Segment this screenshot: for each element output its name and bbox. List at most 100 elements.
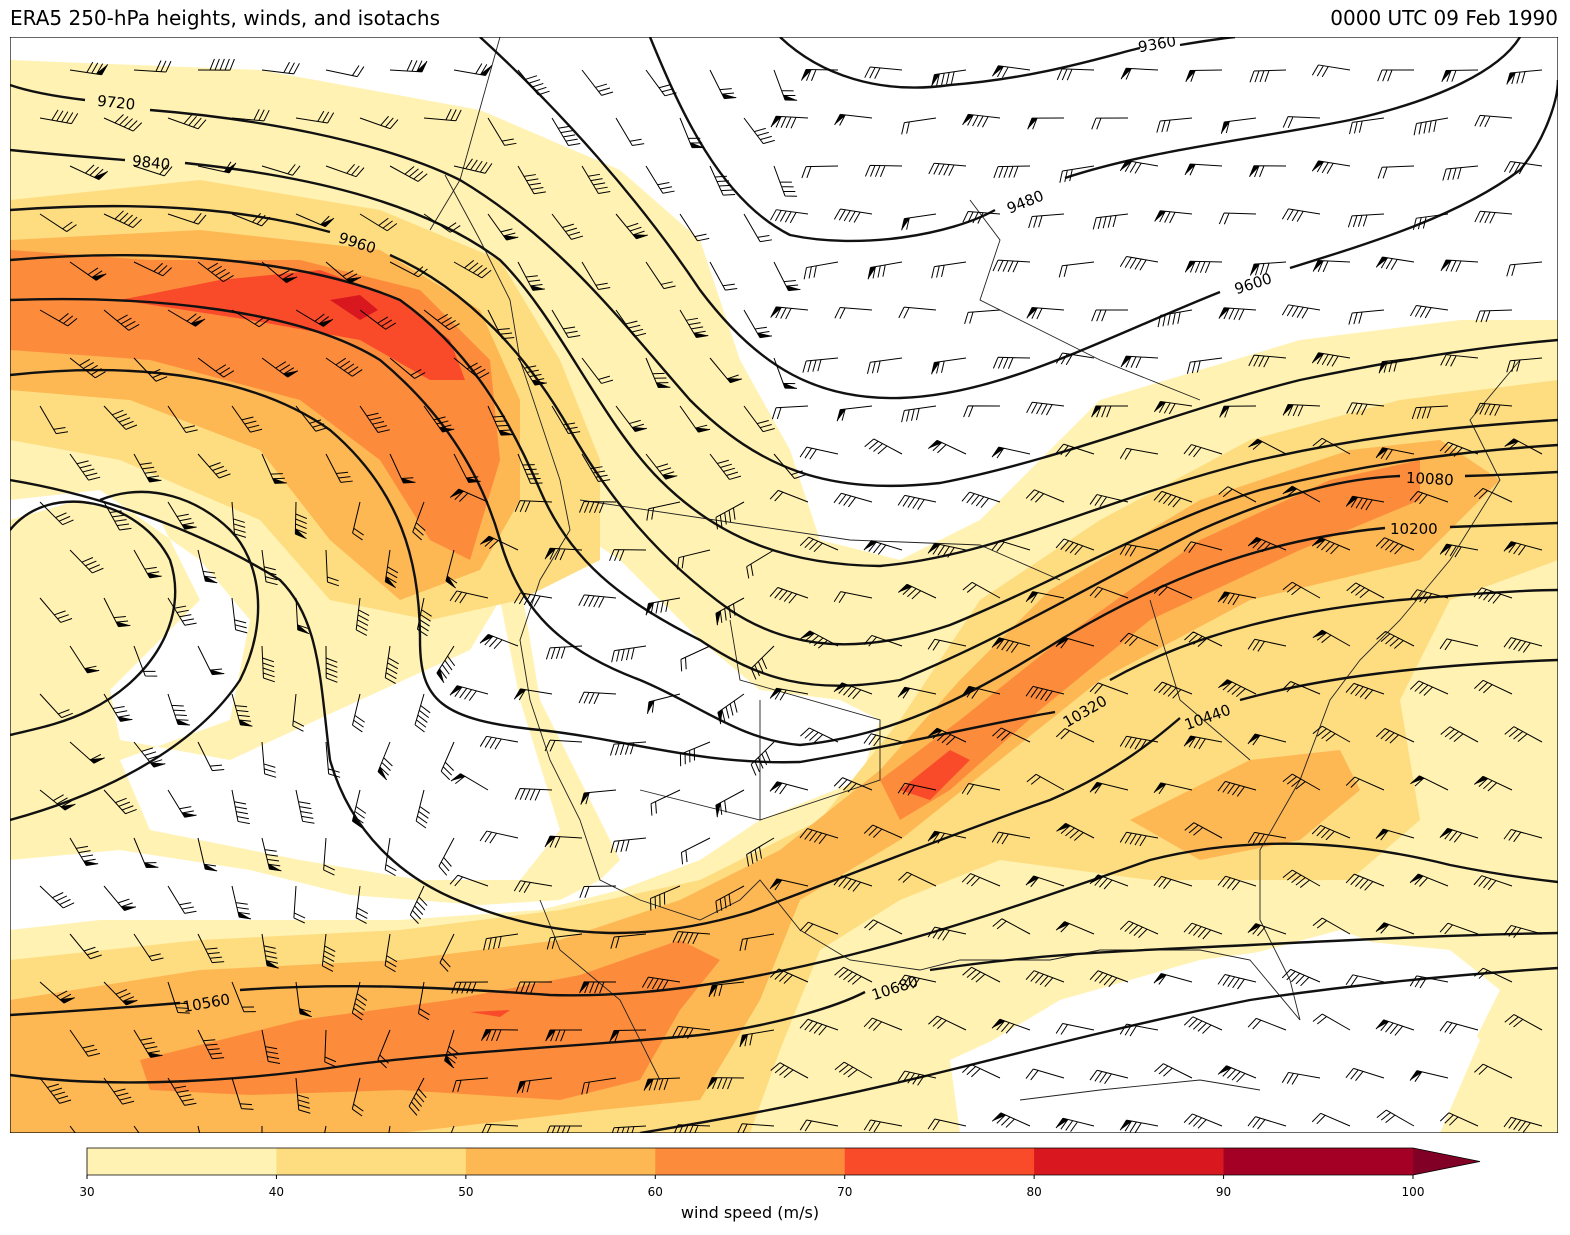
wind-barb (1311, 160, 1351, 174)
isotach-60b (140, 940, 720, 1100)
wind-barb (325, 261, 362, 284)
wind-barb (487, 309, 515, 340)
wind-barb (928, 727, 967, 746)
wind-barb (991, 637, 1031, 653)
wind-barb (1025, 875, 1065, 888)
wind-barb (1055, 352, 1095, 366)
wind-barb (103, 309, 140, 331)
wind-barb (351, 693, 365, 733)
wind-barb (417, 981, 430, 1021)
wind-barb (801, 165, 839, 179)
wind-barb (1026, 401, 1065, 416)
wind-barb (799, 1018, 839, 1036)
wind-barb (1247, 831, 1287, 845)
wind-barb (483, 933, 519, 951)
wind-barb (1249, 165, 1287, 178)
wind-barb (1025, 591, 1065, 604)
wind-barb (610, 837, 647, 853)
wind-barb (408, 1077, 427, 1116)
wind-barb (438, 837, 455, 876)
wind-barb (133, 645, 158, 677)
wind-barb (453, 453, 481, 483)
wind-barb (1282, 869, 1321, 888)
wind-barb (412, 501, 426, 541)
wind-barb (897, 782, 937, 796)
wind-barb (324, 1125, 327, 1133)
wind-barb (1474, 967, 1513, 983)
wind-barb (377, 741, 393, 781)
wind-barb (707, 1077, 745, 1090)
wind-barb (645, 453, 678, 480)
wind-barb (261, 933, 279, 969)
wind-barb (1281, 304, 1321, 319)
wind-barb (325, 549, 340, 587)
wind-barbs (39, 58, 1543, 1133)
wind-barb (1092, 213, 1129, 230)
wind-barb (1474, 775, 1513, 792)
wind-barb (324, 1029, 337, 1068)
wind-barb (481, 1029, 519, 1042)
wind-barb (1376, 1109, 1415, 1127)
colorbar-segment (844, 1148, 1035, 1175)
wind-barb (325, 357, 363, 377)
wind-barb (384, 933, 398, 973)
wind-barb (672, 931, 711, 945)
valid-time: 0000 UTC 09 Feb 1990 (1330, 6, 1558, 30)
wind-barb (898, 583, 937, 600)
wind-barb (1410, 775, 1449, 791)
wind-barb (1375, 537, 1415, 555)
wind-barb (1506, 357, 1543, 373)
wind-barb (261, 645, 275, 683)
wind-barb (1153, 400, 1193, 415)
wind-barb (991, 1018, 1031, 1034)
wind-barb (1055, 728, 1095, 743)
wind-barb (1506, 261, 1543, 277)
wind-barb (1186, 357, 1223, 374)
wind-barb (1153, 782, 1193, 795)
wind-barb (1119, 831, 1159, 847)
wind-barb (231, 405, 263, 433)
wind-barb (615, 213, 648, 240)
wind-barb (1378, 357, 1415, 374)
wind-barb (1025, 970, 1065, 988)
wind-barb (444, 1029, 459, 1069)
wind-barb (295, 981, 312, 1018)
isotach-70b (470, 750, 970, 1017)
wind-barb (1473, 587, 1513, 604)
wind-barb (672, 1025, 711, 1039)
wind-barb (580, 789, 617, 805)
wind-barb (103, 597, 131, 628)
wind-barb (901, 213, 937, 231)
wind-barb (1089, 682, 1129, 695)
colorbar-tick-label: 80 (1026, 1185, 1042, 1199)
wind-barb (1055, 538, 1095, 556)
wind-barb (610, 933, 647, 949)
wind-barb (581, 1077, 617, 1095)
wind-barb (928, 162, 967, 176)
wind-barb (1119, 632, 1159, 647)
wind-barb (39, 789, 76, 811)
wind-barb (799, 1119, 839, 1132)
wind-barb (1248, 438, 1287, 455)
wind-barb (1375, 728, 1415, 744)
wind-barb (1183, 922, 1223, 940)
wind-barb (679, 213, 710, 242)
wind-barb (679, 117, 705, 149)
wind-barb (964, 309, 1001, 325)
wind-barb (769, 968, 809, 984)
contour-label-10080: 10080 (1406, 469, 1455, 489)
wind-barb (1217, 974, 1257, 990)
wind-barb (1025, 489, 1065, 503)
wind-barb (103, 693, 133, 722)
wind-barb (1183, 1113, 1223, 1129)
wind-barb (1503, 541, 1543, 556)
wind-barb (449, 590, 489, 604)
wind-barb (133, 741, 166, 768)
wind-barb (1440, 726, 1479, 743)
wind-barb (1184, 260, 1223, 273)
wind-barb (359, 115, 399, 130)
isotach-30-hole-gulf (960, 940, 1500, 1133)
wind-barb (650, 789, 681, 816)
wind-barb (453, 357, 490, 379)
wind-barb (453, 259, 492, 279)
